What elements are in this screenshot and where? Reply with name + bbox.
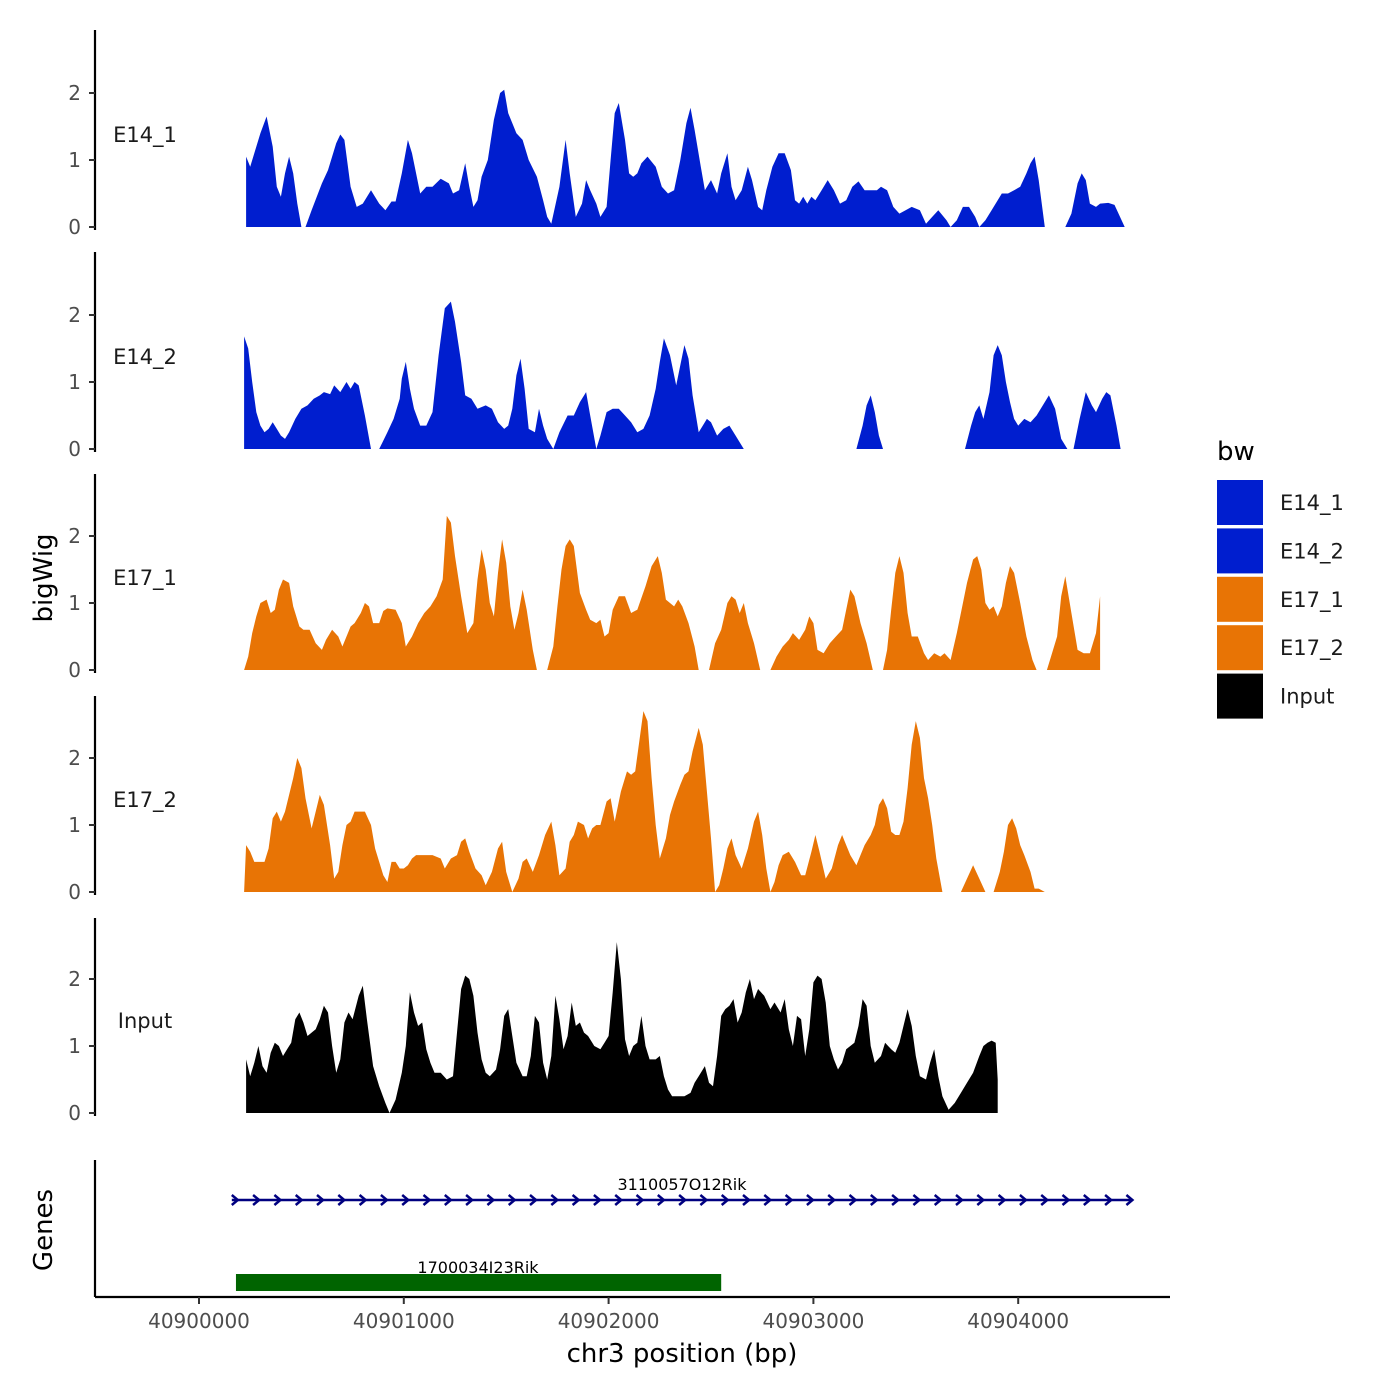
- legend-label-input: Input: [1280, 685, 1334, 709]
- y-tick-label: 2: [68, 746, 81, 770]
- strand-arrow-icon: [720, 1194, 730, 1206]
- strand-arrow-icon: [891, 1194, 901, 1206]
- strand-arrow-icon: [507, 1194, 517, 1206]
- strand-arrow-icon: [1104, 1194, 1114, 1206]
- legend-swatch: [1217, 576, 1263, 622]
- strand-arrow-icon: [593, 1194, 602, 1206]
- strand-arrow-icon: [422, 1194, 432, 1206]
- x-tick-label: 40904000: [967, 1309, 1069, 1333]
- legend-swatch: [1217, 528, 1263, 574]
- legend-label-e17-1: E17_1: [1280, 588, 1344, 613]
- strand-arrow-icon: [1061, 1194, 1071, 1206]
- strand-arrow-icon: [784, 1194, 794, 1206]
- y-axis-title: bigWig: [29, 533, 59, 622]
- gene-label-1700034i23rik: 1700034I23Rik: [417, 1258, 539, 1277]
- strand-arrow-icon: [465, 1194, 475, 1206]
- strand-arrow-icon: [1019, 1194, 1028, 1206]
- y-tick-label: 0: [68, 880, 81, 904]
- area-e14-2b: [856, 395, 883, 449]
- y-tick-label: 0: [68, 437, 81, 461]
- area-e17-1: [244, 515, 1101, 670]
- y-tick-label: 1: [68, 591, 81, 615]
- y-tick-label: 0: [68, 215, 81, 239]
- x-tick-label: 40903000: [763, 1309, 865, 1333]
- strand-arrow-icon: [827, 1194, 837, 1206]
- y-tick-label: 2: [68, 303, 81, 327]
- track-label-e17-2: E17_2: [113, 788, 177, 813]
- strand-arrow-icon: [976, 1194, 986, 1206]
- track-label-input: Input: [118, 1009, 172, 1033]
- strand-arrow-icon: [401, 1194, 411, 1206]
- gene-label-3110057o12rik: 3110057O12Rik: [617, 1175, 747, 1194]
- y-tick-label: 1: [68, 1034, 81, 1058]
- legend-swatch: [1217, 625, 1263, 671]
- area-input: [246, 942, 998, 1113]
- gene-track: 3110057O12Rik 1700034I23Rik: [230, 1175, 1135, 1291]
- legend-swatch: [1217, 673, 1263, 719]
- strand-arrow-icon: [763, 1194, 773, 1206]
- legend-swatch: [1217, 480, 1263, 525]
- strand-arrow-icon: [316, 1194, 325, 1206]
- strand-arrow-icon: [252, 1194, 262, 1206]
- strand-arrow-icon: [869, 1194, 879, 1206]
- legend-label-e17-2: E17_2: [1280, 636, 1344, 661]
- strand-arrow-icon: [571, 1194, 581, 1206]
- strand-arrow-icon: [678, 1194, 688, 1206]
- area-e14-2: [244, 301, 744, 449]
- y-tick-label: 0: [68, 658, 81, 682]
- strand-arrow-icon: [294, 1194, 304, 1206]
- strand-arrow-icon: [230, 1194, 240, 1206]
- x-tick-label: 40901000: [353, 1309, 455, 1333]
- legend-title: bw: [1217, 437, 1255, 467]
- strand-arrow-icon: [1125, 1194, 1135, 1206]
- strand-arrow-icon: [1082, 1194, 1092, 1206]
- legend: bw E14_1 E14_2 E17_1 E17_2 Input: [1217, 437, 1344, 719]
- legend-label-e14-2: E14_2: [1280, 539, 1344, 564]
- x-tick-label: 40902000: [558, 1309, 660, 1333]
- y-tick-label: 1: [68, 148, 81, 172]
- y-tick-label: 0: [68, 1101, 81, 1125]
- strand-arrow-icon: [529, 1194, 538, 1206]
- strand-arrow-icon: [912, 1194, 922, 1206]
- strand-arrow-icon: [358, 1194, 368, 1206]
- y-tick-label: 1: [68, 813, 81, 837]
- strand-arrow-icon: [848, 1194, 858, 1206]
- y-tick-label: 2: [68, 524, 81, 548]
- strand-arrow-icon: [955, 1194, 964, 1206]
- strand-arrow-icon: [337, 1194, 347, 1206]
- axes: 0 1 2 E14_1 0 1 2 E14_2 0 1 2 E17_1 0 1 2 E17_2 0 1 2 Input…: [68, 30, 1170, 1333]
- track-label-e17-1: E17_1: [113, 566, 177, 591]
- y-tick-label: 2: [68, 967, 81, 991]
- strand-arrow-icon: [997, 1194, 1007, 1206]
- signal-tracks: [244, 89, 1125, 1113]
- track-label-e14-2: E14_2: [113, 345, 177, 370]
- strand-arrow-icon: [933, 1194, 943, 1206]
- y-tick-label: 2: [68, 81, 81, 105]
- track-label-e14-1: E14_1: [113, 123, 177, 148]
- strand-arrow-icon: [656, 1194, 666, 1206]
- strand-arrow-icon: [443, 1194, 453, 1206]
- strand-arrow-icon: [806, 1194, 815, 1206]
- area-e14-2d: [1073, 392, 1121, 449]
- strand-arrow-icon: [273, 1194, 283, 1206]
- area-e14-1: [246, 89, 1125, 227]
- x-axis-title: chr3 position (bp): [567, 1339, 798, 1369]
- strand-arrow-icon: [742, 1194, 751, 1206]
- genes-axis-title: Genes: [29, 1189, 59, 1271]
- strand-arrow-icon: [486, 1194, 496, 1206]
- x-tick-label: 40900000: [148, 1309, 250, 1333]
- area-e14-2c: [965, 345, 1068, 449]
- strand-arrow-icon: [635, 1194, 645, 1206]
- strand-arrow-icon: [380, 1194, 389, 1206]
- gene-box-1700034i23rik: [235, 1274, 722, 1291]
- legend-label-e14-1: E14_1: [1280, 491, 1344, 516]
- strand-arrow-icon: [550, 1194, 560, 1206]
- area-e17-2: [244, 711, 1045, 892]
- strand-arrow-icon: [1040, 1194, 1050, 1206]
- y-tick-label: 1: [68, 370, 81, 394]
- strand-arrow-icon: [699, 1194, 709, 1206]
- strand-arrow-icon: [614, 1194, 624, 1206]
